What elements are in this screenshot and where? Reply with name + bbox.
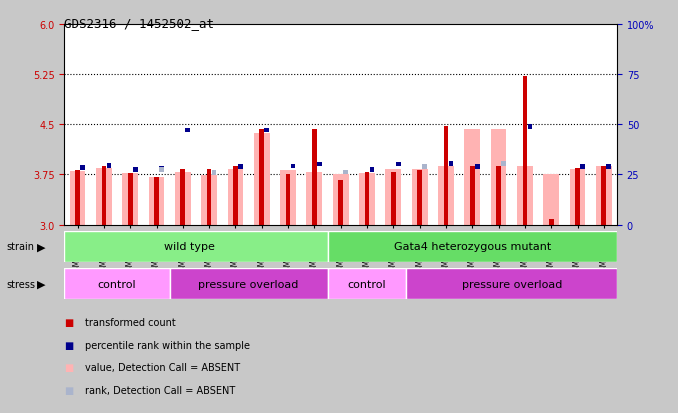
Bar <box>570 170 585 225</box>
Text: transformed count: transformed count <box>85 317 176 327</box>
Bar <box>343 170 348 175</box>
Text: ▶: ▶ <box>37 242 46 252</box>
Bar <box>359 174 375 225</box>
Text: value, Detection Call = ABSENT: value, Detection Call = ABSENT <box>85 363 240 373</box>
Text: percentile rank within the sample: percentile rank within the sample <box>85 340 250 350</box>
Bar <box>575 169 580 225</box>
Bar <box>417 170 422 225</box>
Bar <box>228 170 243 225</box>
Bar <box>264 128 269 133</box>
Bar <box>159 168 164 172</box>
Bar <box>317 162 322 167</box>
Bar <box>128 174 133 225</box>
Bar <box>159 167 164 172</box>
Bar <box>338 180 343 225</box>
Bar <box>280 170 296 225</box>
Bar <box>201 176 217 225</box>
Text: ▶: ▶ <box>37 279 46 289</box>
Bar <box>207 170 212 225</box>
Bar <box>238 165 243 170</box>
Bar <box>260 130 264 225</box>
Text: pressure overload: pressure overload <box>462 279 562 289</box>
Bar <box>596 167 612 225</box>
Bar <box>154 178 159 225</box>
Bar <box>70 172 85 225</box>
Bar <box>365 173 370 225</box>
Bar <box>391 172 396 225</box>
Bar <box>438 166 454 225</box>
Bar <box>496 166 501 225</box>
Bar <box>517 166 533 225</box>
Bar <box>412 170 428 225</box>
Bar <box>312 130 317 225</box>
Bar <box>80 166 85 170</box>
Text: ■: ■ <box>64 317 74 327</box>
Bar <box>64 268 170 299</box>
Bar <box>422 165 427 170</box>
Bar <box>543 174 559 225</box>
Bar <box>527 125 532 130</box>
Bar <box>106 164 111 169</box>
Bar <box>186 128 191 133</box>
Text: rank, Detection Call = ABSENT: rank, Detection Call = ABSENT <box>85 385 235 395</box>
Text: Gata4 heterozygous mutant: Gata4 heterozygous mutant <box>394 242 551 252</box>
Bar <box>233 167 238 225</box>
Bar <box>449 161 454 166</box>
Bar <box>254 134 270 225</box>
Bar <box>285 174 290 225</box>
Text: control: control <box>98 279 136 289</box>
Bar <box>396 162 401 167</box>
Bar <box>491 130 506 225</box>
Bar <box>549 220 553 225</box>
Bar <box>327 268 407 299</box>
Bar <box>327 231 617 262</box>
Text: stress: stress <box>7 279 36 289</box>
Text: ■: ■ <box>64 340 74 350</box>
Bar <box>475 165 479 170</box>
Text: ■: ■ <box>64 363 74 373</box>
Bar <box>306 172 322 225</box>
Bar <box>102 167 106 225</box>
Bar <box>580 165 585 170</box>
Bar <box>75 170 80 225</box>
Bar <box>422 165 427 170</box>
Bar <box>170 268 327 299</box>
Text: GDS2316 / 1452502_at: GDS2316 / 1452502_at <box>64 17 214 29</box>
Bar <box>291 164 296 169</box>
Bar <box>133 168 138 172</box>
Bar <box>606 165 611 170</box>
Text: pressure overload: pressure overload <box>199 279 299 289</box>
Text: control: control <box>348 279 386 289</box>
Bar <box>601 167 606 225</box>
Bar <box>443 126 448 225</box>
Bar <box>122 174 138 225</box>
Bar <box>407 268 617 299</box>
Text: strain: strain <box>7 242 35 252</box>
Bar <box>370 168 374 172</box>
Text: wild type: wild type <box>164 242 215 252</box>
Bar <box>464 130 480 225</box>
Bar <box>523 77 527 225</box>
Bar <box>175 173 191 225</box>
Bar <box>385 170 401 225</box>
Bar <box>501 161 506 166</box>
Bar <box>470 166 475 225</box>
Bar <box>96 169 112 225</box>
Bar <box>180 170 185 225</box>
Bar <box>212 171 216 176</box>
Bar <box>148 178 164 225</box>
Bar <box>333 174 348 225</box>
Text: ■: ■ <box>64 385 74 395</box>
Bar <box>64 231 327 262</box>
